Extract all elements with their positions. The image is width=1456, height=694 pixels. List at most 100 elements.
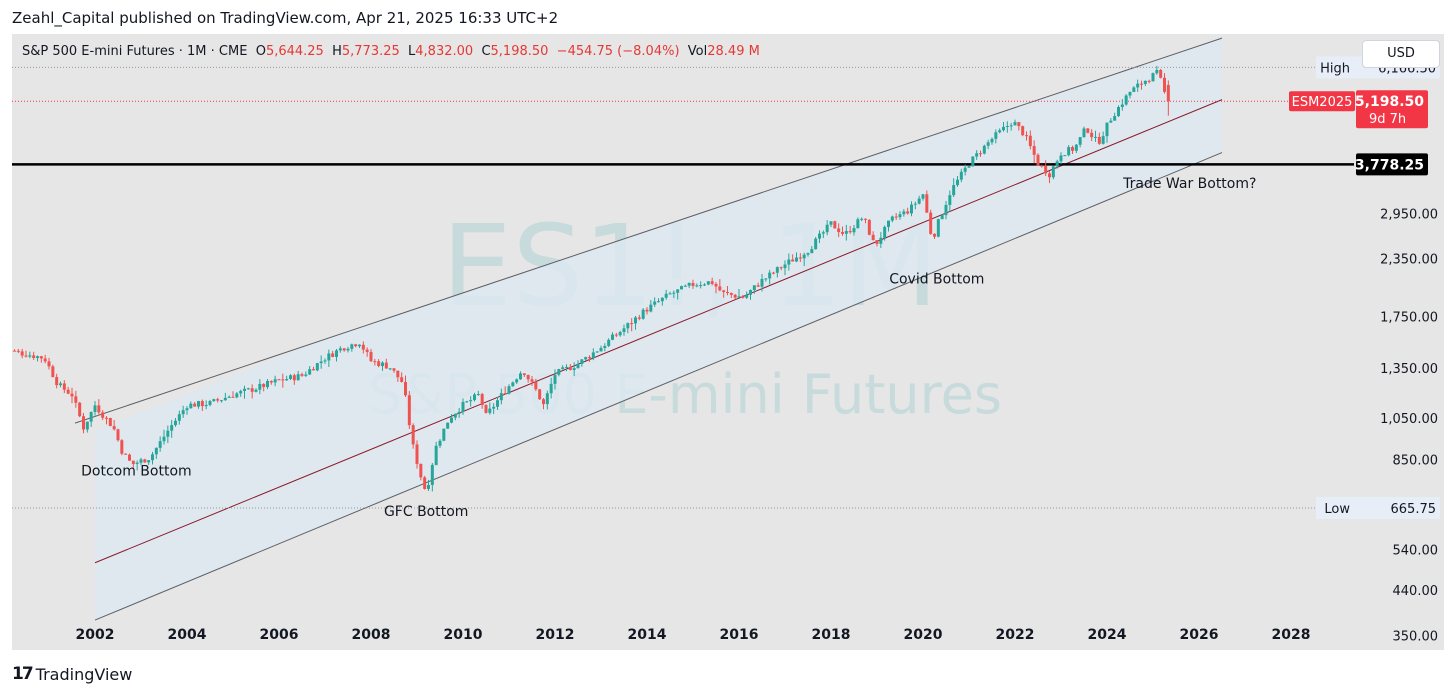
candle-body <box>1143 80 1147 84</box>
candle <box>404 375 407 398</box>
candle-body <box>1166 84 1170 102</box>
tradingview-logo[interactable]: 17 TradingView <box>12 664 132 684</box>
candle-body <box>5 350 8 351</box>
candle <box>588 355 591 363</box>
candle <box>691 279 695 289</box>
candle <box>1132 86 1136 93</box>
candle-body <box>1048 173 1051 178</box>
candle <box>342 347 346 352</box>
candle <box>641 308 645 320</box>
candle-body <box>848 230 852 233</box>
candle <box>1005 121 1009 133</box>
candle-body <box>185 408 189 411</box>
candle-body <box>1082 128 1086 138</box>
candle-body <box>726 291 729 293</box>
candle <box>979 150 982 157</box>
candle-body <box>170 425 174 431</box>
candle <box>465 400 469 403</box>
candle-body <box>545 393 549 405</box>
candle <box>998 128 1002 134</box>
candle-body <box>963 167 967 172</box>
candlestick-series[interactable] <box>2 65 1170 492</box>
candle <box>852 225 856 236</box>
candle <box>381 361 384 371</box>
candle <box>795 252 798 263</box>
candle-body <box>350 344 354 349</box>
candle <box>1040 164 1044 168</box>
candle-body <box>484 404 488 413</box>
candle-body <box>128 454 131 461</box>
candle <box>760 274 764 292</box>
candle <box>599 345 603 352</box>
candle-body <box>841 232 844 234</box>
candle <box>185 406 189 415</box>
candle <box>97 399 101 415</box>
candle <box>653 297 657 307</box>
open-value: 5,644.25 <box>265 44 324 59</box>
candle-body <box>1017 122 1021 127</box>
candle <box>476 390 480 396</box>
candle <box>392 368 396 373</box>
candle-body <box>1078 137 1082 145</box>
candle <box>1025 131 1028 141</box>
candle-body <box>530 379 534 382</box>
currency-selector[interactable]: USD <box>1362 40 1440 68</box>
candle <box>158 436 162 452</box>
candle-body <box>266 380 269 388</box>
candle-body <box>975 153 979 157</box>
high-tag-label: High <box>1320 61 1350 76</box>
candle <box>277 378 281 381</box>
candle-body <box>894 216 898 218</box>
candle <box>626 322 630 334</box>
candle <box>1166 80 1170 116</box>
candle <box>1117 105 1120 117</box>
candle-body <box>760 279 764 287</box>
candle <box>55 373 59 389</box>
candle <box>821 230 825 239</box>
candle-body <box>887 220 890 227</box>
candle-body <box>47 361 51 367</box>
candle <box>990 137 994 145</box>
candle <box>975 150 979 160</box>
candle <box>1113 112 1117 121</box>
candle-body <box>557 369 561 375</box>
candle-body <box>741 296 745 298</box>
x-axis[interactable]: 2002 2004 2006 2008 2010 2012 2014 2016 2018 2020… <box>76 627 1311 643</box>
tradingview-brand: TradingView <box>35 664 133 684</box>
candle <box>338 346 342 353</box>
candle-body <box>867 219 871 235</box>
candle <box>131 460 135 468</box>
candle <box>484 404 488 414</box>
publisher-header: Zeahl_Capital published on TradingView.c… <box>0 0 1456 34</box>
candle-body <box>959 171 963 180</box>
candle-body <box>691 282 695 286</box>
candle-body <box>1109 120 1113 123</box>
candle <box>396 370 400 382</box>
candle-body <box>476 394 480 396</box>
x-tick-label: 2022 <box>996 627 1035 643</box>
candle-body <box>97 405 101 413</box>
candle <box>143 458 147 463</box>
regression-channel[interactable] <box>74 37 1223 621</box>
candle <box>1071 145 1074 154</box>
candle <box>384 358 388 369</box>
y-tick-label: 440.00 <box>1393 584 1439 599</box>
candle-body <box>131 460 135 464</box>
x-tick-label: 2018 <box>812 627 851 643</box>
candle <box>637 314 641 321</box>
x-tick-label: 2006 <box>260 627 299 643</box>
candle-body <box>289 375 292 380</box>
candle <box>986 139 990 150</box>
candle-body <box>262 383 266 388</box>
candle-body <box>637 317 641 319</box>
x-tick-label: 2010 <box>444 627 483 643</box>
candle <box>411 423 415 449</box>
candle <box>154 447 158 459</box>
candle-body <box>660 297 664 302</box>
candle-body <box>16 350 20 352</box>
low-tag-label-box <box>1316 497 1356 520</box>
candle <box>802 252 806 266</box>
candle-body <box>917 198 921 204</box>
candle-body <box>396 370 400 378</box>
